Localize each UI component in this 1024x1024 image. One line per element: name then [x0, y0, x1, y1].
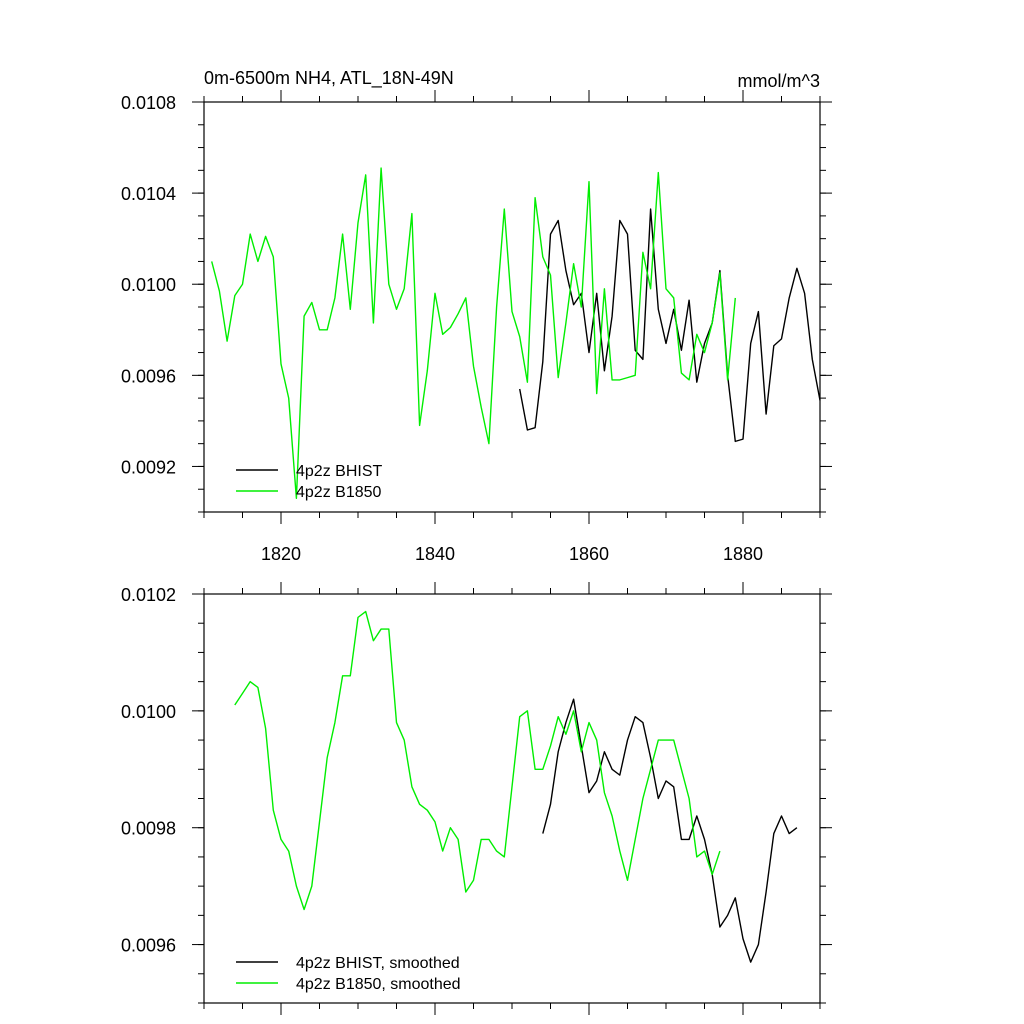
bottom-plot-lines [234, 610, 798, 963]
y-tick-label: 0.0096 [121, 366, 176, 386]
units-label: mmol/m^3 [738, 71, 820, 91]
top-axes: 1820 1840 1860 1880 0.0092 0.0096 0.0100 0.0104… [121, 90, 832, 564]
legend-label-b1850-smoothed: 4p2z B1850, smoothed [296, 976, 461, 993]
series-line-bhist [542, 698, 798, 963]
y-tick-label: 0.0108 [121, 93, 176, 113]
y-tick-label: 0.0092 [121, 457, 176, 477]
legend-label-bhist-smoothed: 4p2z BHIST, smoothed [296, 955, 460, 972]
y-tick-label: 0.0102 [121, 585, 176, 605]
bottom-panel: 0.0096 0.0098 0.0100 0.0102 4p2z BHIST, smo… [121, 582, 832, 1015]
x-tick-label: 1820 [261, 544, 301, 564]
y-tick-label: 0.0100 [121, 702, 176, 722]
bottom-axes: 0.0096 0.0098 0.0100 0.0102 [121, 582, 832, 1015]
series-line-bhist [519, 208, 821, 443]
series-line-b1850 [211, 167, 736, 500]
legend-label-b1850: 4p2z B1850 [296, 484, 382, 501]
y-tick-label: 0.0096 [121, 936, 176, 956]
top-panel: 0m-6500m NH4, ATL_18N-49N mmol/m^3 1820 1… [121, 68, 832, 564]
y-tick-label: 0.0100 [121, 275, 176, 295]
x-tick-label: 1880 [723, 544, 763, 564]
x-tick-label: 1860 [569, 544, 609, 564]
x-tick-label: 1840 [415, 544, 455, 564]
legend-label-bhist: 4p2z BHIST [296, 463, 382, 480]
top-plot-lines [211, 167, 821, 500]
plot-frame [203, 593, 821, 1004]
y-tick-label: 0.0098 [121, 819, 176, 839]
series-line-b1850 [234, 610, 721, 911]
y-tick-label: 0.0104 [121, 184, 176, 204]
chart-title: 0m-6500m NH4, ATL_18N-49N [204, 68, 454, 89]
top-legend: 4p2z BHIST 4p2z B1850 [236, 463, 382, 501]
bottom-legend: 4p2z BHIST, smoothed 4p2z B1850, smoothe… [236, 955, 461, 993]
